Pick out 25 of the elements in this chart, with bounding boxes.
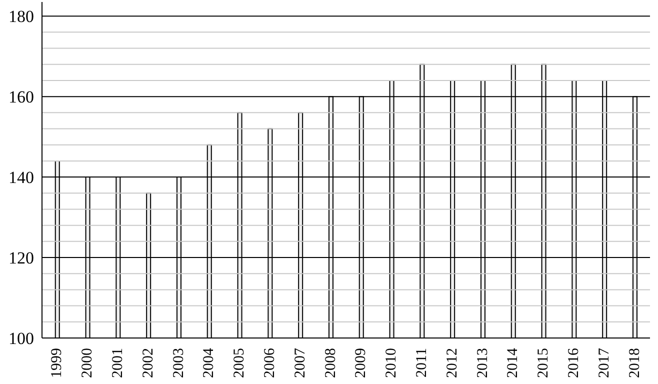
x-tick-label: 2009 bbox=[353, 348, 370, 378]
y-tick-label: 160 bbox=[8, 88, 34, 107]
y-tick-label: 180 bbox=[8, 7, 34, 26]
y-tick-label: 100 bbox=[8, 329, 34, 348]
y-tick-label: 120 bbox=[8, 248, 34, 268]
x-tick-label: 2007 bbox=[292, 348, 308, 378]
x-tick-label: 2014 bbox=[505, 348, 522, 378]
x-tick-label: 2004 bbox=[201, 348, 218, 378]
x-tick-label: 1999 bbox=[49, 348, 66, 378]
x-tick-label: 2012 bbox=[444, 348, 460, 378]
x-tick-label: 2003 bbox=[170, 348, 187, 378]
x-tick-label: 2000 bbox=[80, 348, 96, 378]
x-tick-label: 2017 bbox=[596, 348, 612, 378]
x-tick-label: 2010 bbox=[384, 348, 400, 378]
y-tick-label: 140 bbox=[8, 168, 34, 188]
x-tick-label: 2001 bbox=[110, 348, 126, 378]
x-tick-label: 2016 bbox=[566, 348, 582, 378]
x-tick-label: 2018 bbox=[626, 348, 643, 378]
x-tick-label: 2002 bbox=[140, 348, 156, 378]
x-tick-label: 2006 bbox=[262, 348, 278, 378]
x-tick-label: 2011 bbox=[414, 348, 430, 378]
x-tick-label: 2015 bbox=[536, 348, 552, 378]
x-tick-label: 2008 bbox=[322, 348, 339, 378]
x-tick-label: 2013 bbox=[474, 348, 491, 378]
x-tick-label: 2005 bbox=[232, 348, 248, 378]
